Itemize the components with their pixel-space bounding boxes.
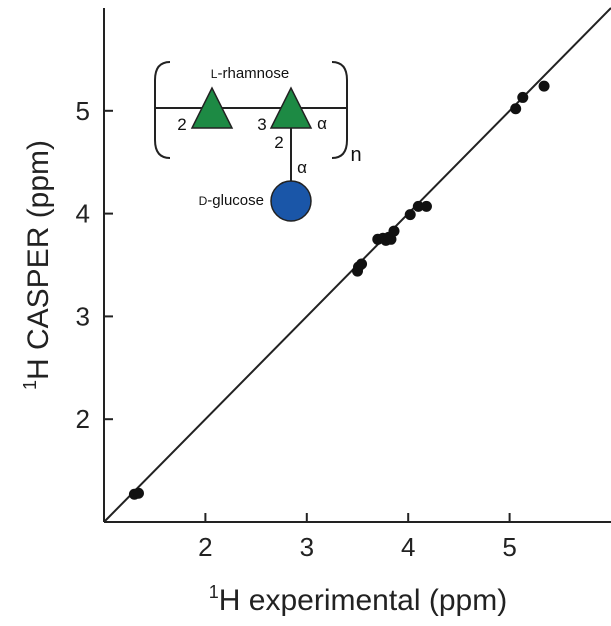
linkage-label-branch: 2	[274, 133, 283, 152]
data-point	[420, 200, 432, 212]
rhamnose-label-rest: -rhamnose	[217, 65, 289, 82]
linkage-label-mid: 3	[257, 115, 266, 134]
y-tick-label: 3	[76, 301, 90, 331]
data-point	[538, 80, 550, 92]
glucose-label-prefix: D	[199, 194, 208, 208]
glucose-label-rest: -glucose	[207, 192, 264, 209]
x-tick-label: 2	[198, 532, 212, 562]
data-point	[388, 225, 400, 237]
data-point	[517, 91, 529, 103]
y-axis-title: 1H CASPER (ppm)	[20, 140, 55, 390]
y-axis-title-text: H CASPER (ppm)	[22, 140, 55, 380]
x-axis-title-sup: 1	[209, 582, 219, 602]
data-point	[132, 487, 144, 499]
y-tick-label: 4	[76, 199, 90, 229]
glucose-label: D-glucose	[199, 192, 264, 209]
y-axis-title-sup: 1	[20, 380, 40, 390]
linkage-alpha-right: α	[317, 114, 327, 133]
data-point	[510, 103, 522, 115]
data-points	[128, 80, 550, 500]
left-bracket	[154, 61, 171, 159]
data-point	[356, 258, 368, 270]
right-bracket	[331, 61, 348, 159]
x-tick-label: 3	[300, 532, 314, 562]
glucose-circle	[270, 180, 312, 222]
rhamnose-label-prefix: L	[211, 67, 218, 81]
x-tick-label: 4	[401, 532, 415, 562]
x-tick-label: 5	[502, 532, 516, 562]
x-axis-title: 1H experimental (ppm)	[209, 582, 507, 617]
rhamnose-triangle-left	[190, 86, 234, 129]
data-point	[412, 200, 424, 212]
y-tick-label: 5	[76, 96, 90, 126]
rhamnose-triangle-right	[269, 86, 313, 129]
repeat-subscript: n	[350, 144, 361, 166]
linkage-alpha-branch: α	[297, 158, 307, 177]
glycan-structure-inset: L-rhamnose D-glucose 2 3 α 2 α n	[154, 61, 362, 222]
rhamnose-label: L-rhamnose	[211, 65, 289, 82]
y-tick-label: 2	[76, 404, 90, 434]
linkage-label-left: 2	[177, 115, 186, 134]
data-point	[404, 209, 416, 221]
x-axis-title-text: H experimental (ppm)	[219, 584, 507, 617]
